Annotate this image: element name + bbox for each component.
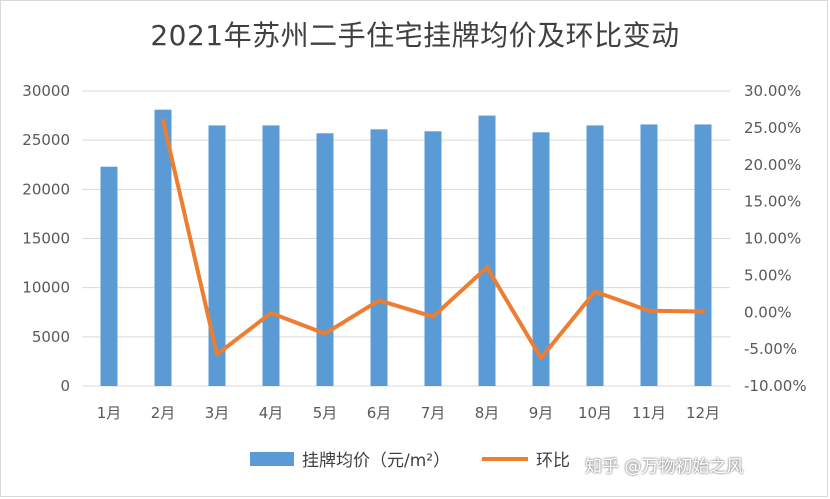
legend-label-mom: 环比: [536, 451, 570, 471]
x-tick-label: 4月: [259, 404, 284, 422]
watermark: 知乎 @万物初始之风: [585, 457, 744, 477]
x-tick-label: 1月: [97, 404, 122, 422]
line-point: [593, 289, 597, 294]
y-left-tick-label: 25000: [22, 131, 70, 149]
x-tick-label: 3月: [205, 404, 230, 422]
line-point: [701, 309, 705, 314]
bar: [532, 132, 550, 386]
axes: 0 5000 10000 15000 20000 25000 30000 -10.00% -5.…: [22, 82, 806, 422]
x-tick-label: 2月: [151, 404, 176, 422]
bar: [586, 125, 604, 387]
chart-title: 2021年苏州二手住宅挂牌均价及环比变动: [150, 19, 680, 52]
line-point: [161, 118, 165, 123]
x-tick-label: 9月: [529, 404, 554, 422]
line-point: [215, 352, 219, 357]
x-tick-label: 7月: [421, 404, 446, 422]
y-left-tick-label: 0: [60, 377, 70, 395]
x-tick-label: 6月: [367, 404, 392, 422]
bar-series: [100, 109, 712, 387]
line-point: [539, 355, 543, 360]
bar: [262, 125, 280, 387]
legend: 挂牌均价（元/m²） 环比: [0, 446, 830, 476]
y-right-tick-label: 25.00%: [744, 119, 801, 137]
bar: [640, 124, 658, 386]
y-left-tick-label: 5000: [32, 328, 70, 346]
legend-label-price: 挂牌均价（元/m²）: [302, 451, 451, 471]
bar: [208, 125, 226, 387]
y-left-tick-label: 30000: [22, 82, 70, 100]
y-right-tick-label: -10.00%: [744, 377, 807, 395]
line-point: [323, 331, 327, 336]
line-point: [269, 310, 273, 315]
bar: [100, 166, 118, 386]
x-tick-label: 11月: [632, 404, 666, 422]
y-right-tick-label: 30.00%: [744, 82, 801, 100]
y-right-tick-label: -5.00%: [744, 340, 797, 358]
gridlines: [82, 90, 730, 387]
legend-item-price: 挂牌均价（元/m²）: [250, 446, 450, 471]
bar: [478, 115, 496, 386]
legend-line-swatch: [482, 456, 528, 461]
legend-item-mom: 环比: [482, 446, 570, 471]
y-left-tick-label: 20000: [22, 180, 70, 198]
bar: [424, 131, 442, 386]
x-tick-label: 10月: [578, 404, 612, 422]
bar: [694, 124, 712, 386]
y-right-tick-label: 0.00%: [744, 303, 792, 321]
line-point: [647, 308, 651, 313]
line-point: [431, 314, 435, 319]
y-left-tick-label: 15000: [22, 230, 70, 248]
y-right-tick-label: 20.00%: [744, 156, 801, 174]
x-tick-label: 12月: [686, 404, 720, 422]
line-series: [161, 118, 705, 360]
y-left-tick-label: 10000: [22, 279, 70, 297]
y-right-tick-label: 10.00%: [744, 230, 801, 248]
legend-bar-swatch: [250, 451, 294, 466]
bar: [316, 133, 334, 386]
y-right-tick-label: 15.00%: [744, 193, 801, 211]
x-tick-label: 5月: [313, 404, 338, 422]
x-tick-label: 8月: [475, 404, 500, 422]
line-point: [485, 265, 489, 270]
y-right-tick-label: 5.00%: [744, 266, 792, 284]
bar: [154, 109, 172, 386]
bar: [370, 129, 388, 386]
line-point: [377, 298, 381, 303]
